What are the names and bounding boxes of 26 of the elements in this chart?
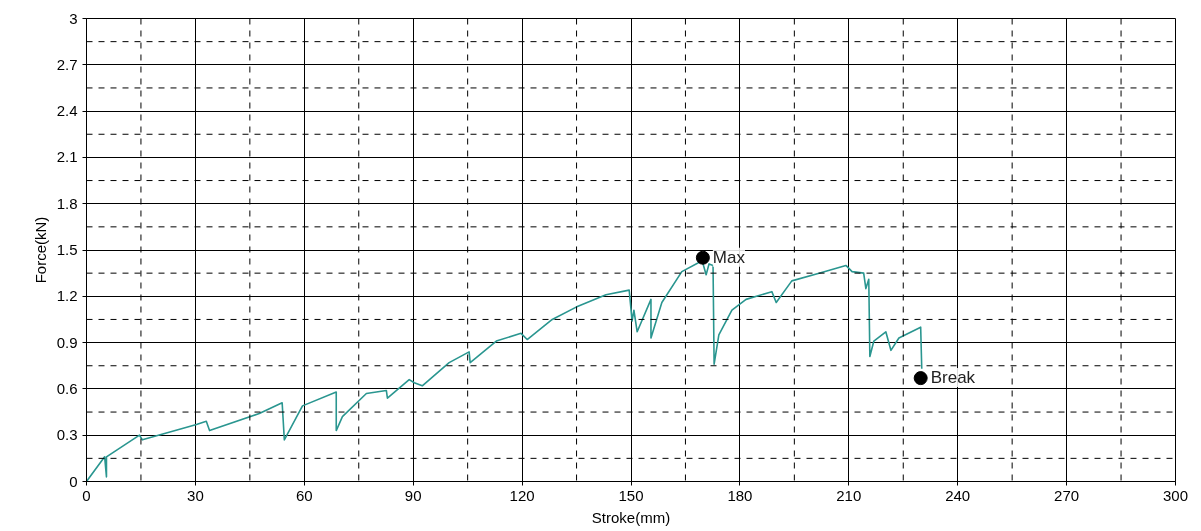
y-tick-label: 1.2: [56, 287, 78, 305]
x-tick-label: 270: [1054, 486, 1080, 504]
x-tick-label: 150: [618, 486, 644, 504]
x-tick-label: 60: [295, 486, 313, 504]
x-tick-label: 90: [404, 486, 422, 504]
y-tick-label: 2.4: [56, 102, 78, 120]
x-tick-label: 180: [727, 486, 753, 504]
y-tick-label: 1.5: [56, 241, 78, 258]
y-tick-label: 0.9: [56, 333, 78, 351]
x-tick-label: 240: [945, 486, 971, 504]
y-tick-label: 2.7: [56, 55, 78, 73]
x-tick-label: 120: [509, 486, 535, 504]
x-tick-label: 210: [836, 486, 862, 504]
annotation: Max: [712, 247, 746, 267]
x-tick-label: 300: [1162, 486, 1189, 504]
y-tick-label: 3: [69, 9, 78, 27]
y-tick-label: 0.6: [56, 379, 78, 397]
y-tick-label: 1.8: [56, 194, 78, 212]
x-tick-label: 0: [82, 486, 91, 504]
annotation: Break: [930, 368, 976, 388]
y-tick-label: 0.3: [56, 426, 78, 444]
x-tick-label: 30: [187, 486, 204, 504]
y-tick-label: 2.1: [56, 148, 78, 166]
x-axis-title: Stroke(mm): [591, 508, 671, 526]
y-axis-title: Force(kN): [31, 216, 49, 284]
y-tick-label: 0: [69, 472, 78, 490]
